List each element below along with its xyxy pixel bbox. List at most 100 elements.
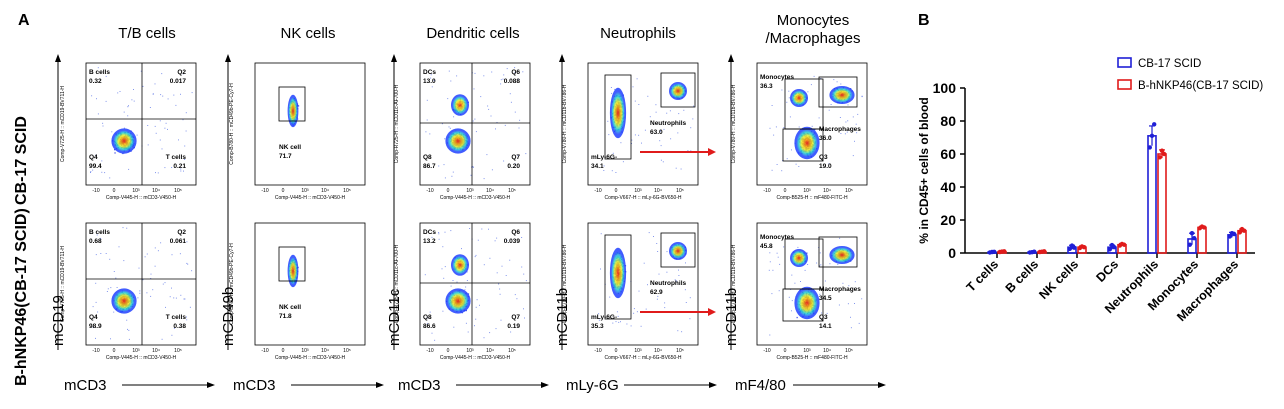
x-tick: -10 — [92, 348, 99, 354]
gate-label: Macrophages — [819, 286, 861, 293]
y-axis-label: mCD49b — [220, 287, 237, 346]
gate-value: 86.7 — [423, 163, 436, 170]
x-tick: 10³ — [132, 348, 140, 354]
y-axis-arrow-head — [55, 54, 61, 62]
x-axis-title: Comp-B525-H :: mF480-FITC-H — [776, 195, 848, 201]
gate-value: 71.8 — [279, 313, 292, 320]
x-tick: 0 — [447, 188, 450, 194]
q3-gate — [782, 128, 824, 162]
data-point — [1202, 225, 1207, 230]
flow-plot-r1-c3: Comp-V667-H :: mLy-6G-BV650-H Comp-V780-H… — [562, 222, 716, 361]
y-axis-title: Comp-V780-H :: mCD11b-BV786-H — [562, 244, 568, 323]
x-tick: 10⁴ — [654, 188, 662, 194]
gate-label: T cells — [166, 154, 187, 161]
y-axis-title: % in CD45+ cells of blood — [917, 97, 931, 243]
nk-gate — [278, 246, 306, 282]
x-tick: 10⁴ — [654, 348, 662, 354]
bar-cb17-scid-4 — [1147, 135, 1157, 254]
x-tick: 10³ — [132, 188, 140, 194]
gate-label: Q4 — [89, 314, 98, 321]
plot-frame — [254, 62, 366, 186]
data-point — [1187, 242, 1192, 247]
x-axis-label: mCD3 — [64, 377, 107, 394]
gate-value: 0.19 — [507, 323, 520, 330]
x-tick: 10³ — [301, 188, 309, 194]
x-tick: 10⁵ — [676, 348, 684, 354]
x-axis-title: Comp-V667-H :: mLy-6G-BV650-H — [604, 195, 681, 201]
x-tick: 10⁵ — [343, 348, 351, 354]
column-axes-4: mCD11b mF4/80 — [723, 54, 886, 394]
x-tick: 0 — [447, 348, 450, 354]
data-point — [1082, 245, 1087, 250]
main-population — [445, 128, 471, 154]
x-tick: -10 — [763, 188, 770, 194]
x-tick: 0 — [113, 348, 116, 354]
column-title-dendritic-cells: Dendritic cells — [426, 25, 520, 42]
gate-label: Q7 — [511, 314, 520, 321]
gate-value: 86.6 — [423, 323, 436, 330]
q3-population — [794, 286, 820, 320]
x-tick: 10⁴ — [823, 188, 831, 194]
gate-value: 36.3 — [760, 83, 773, 90]
gate-value: 0.21 — [173, 163, 186, 170]
gate-label: Monocytes — [760, 74, 794, 81]
gate-label: Q2 — [177, 229, 186, 236]
gate-label: Macrophages — [819, 126, 861, 133]
y-axis-title: Comp-V780-H :: mCD11b-BV786-H — [731, 84, 737, 163]
flow-plot-r1-c2: Comp-V445-H :: mCD3-V450-H Comp-R725-H ::… — [394, 222, 531, 361]
x-axis-label: mCD3 — [398, 377, 441, 394]
y-axis-title: Comp-V725-H :: mCD19-BV711-H — [60, 246, 66, 322]
x-tick: 0 — [615, 348, 618, 354]
x-tick: 10⁵ — [174, 348, 182, 354]
x-tick: 10⁴ — [486, 188, 494, 194]
y-axis-label: mCD19 — [50, 295, 67, 346]
x-tick: 10³ — [466, 348, 474, 354]
x-tick: 0 — [113, 188, 116, 194]
gate-value: 62.9 — [650, 289, 663, 296]
data-point — [1032, 249, 1037, 254]
macrophage-population — [829, 246, 855, 264]
x-tick: 0 — [282, 188, 285, 194]
column-axes-2: mCD11c mCD3 — [386, 54, 549, 394]
plot-frame — [85, 62, 197, 186]
gate-value: 71.7 — [279, 153, 292, 160]
gate-label: NK cell — [279, 144, 301, 151]
gate-label: Q8 — [423, 314, 432, 321]
gate-value: 0.017 — [170, 78, 187, 85]
data-point — [1157, 155, 1162, 160]
x-tick: 10³ — [466, 188, 474, 194]
x-axis-title: Comp-V445-H :: mCD3-V450-H — [440, 195, 511, 201]
bar-b-hnkp46-4 — [1157, 153, 1167, 254]
gate-value: 0.088 — [504, 78, 521, 85]
flow-plot-r1-c4: Comp-B525-H :: mF480-FITC-H Comp-V780-H :… — [731, 222, 868, 361]
ly6g-negative-gate — [604, 234, 632, 320]
flow-plot-r0-c4: Comp-B525-H :: mF480-FITC-H Comp-V780-H :… — [731, 62, 868, 201]
gate-label: mLy-6G- — [591, 154, 617, 161]
x-tick: -10 — [763, 348, 770, 354]
column-title-tb-cells: T/B cells — [118, 25, 176, 42]
bar-b-hnkp46-5 — [1197, 226, 1207, 254]
x-tick: 10⁴ — [152, 348, 160, 354]
x-axis-title: Comp-B525-H :: mF480-FITC-H — [776, 355, 848, 361]
data-point — [1112, 245, 1117, 250]
q3-gate — [782, 288, 824, 322]
panel-a-label: A — [18, 12, 30, 29]
y-axis-title: Comp-B780-H :: mCD49b-PE-Cy7-H — [229, 83, 235, 165]
data-point — [1002, 249, 1007, 254]
x-tick: 0 — [784, 348, 787, 354]
x-tick: 10⁵ — [343, 188, 351, 194]
y-tick-label: 80 — [940, 113, 956, 129]
gate-value: 0.68 — [89, 238, 102, 245]
legend-label: B-hNKP46(CB-17 SCID) — [1138, 80, 1263, 92]
data-point — [992, 249, 997, 255]
x-tick: 10⁵ — [845, 188, 853, 194]
flow-plot-r0-c1: Comp-V445-H :: mCD3-V450-H Comp-B780-H ::… — [229, 62, 366, 201]
main-population — [111, 128, 137, 155]
data-point — [1242, 228, 1247, 233]
gate-label: DCs — [423, 69, 436, 76]
x-tick: 10⁴ — [486, 348, 494, 354]
nk-population — [287, 254, 299, 288]
x-tick: -10 — [261, 188, 268, 194]
y-tick-label: 60 — [940, 146, 956, 162]
